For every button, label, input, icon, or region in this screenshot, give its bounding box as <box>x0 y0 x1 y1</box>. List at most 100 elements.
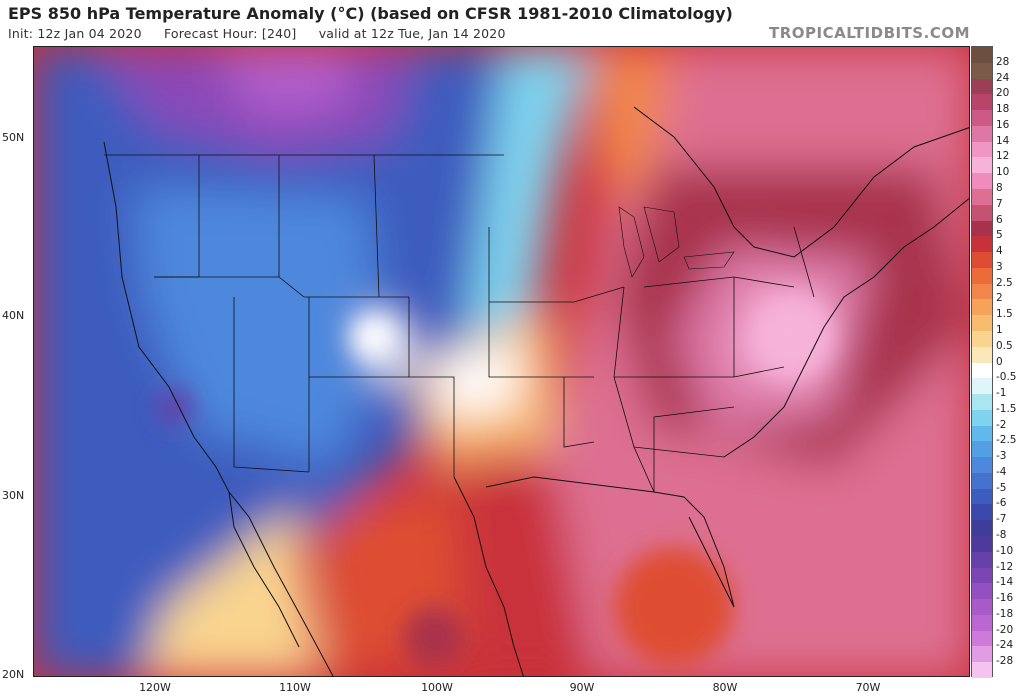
colorbar-swatch <box>972 425 992 442</box>
colorbar-tick-label: -24 <box>996 639 1014 652</box>
colorbar-tick-label: 2 <box>996 292 1003 305</box>
colorbar-swatch <box>972 299 992 316</box>
colorbar-tick-label: 0.5 <box>996 339 1013 352</box>
colorbar-swatch <box>972 457 992 474</box>
colorbar-swatch <box>972 583 992 600</box>
colorbar-swatch <box>972 236 992 253</box>
colorbar-swatch <box>972 488 992 505</box>
brand-watermark: TROPICALTIDBITS.COM <box>769 24 970 42</box>
lon-label: 90W <box>569 681 595 694</box>
colorbar-swatch <box>972 551 992 569</box>
colorbar-tick-label: 3 <box>996 260 1003 273</box>
field-detail <box>156 297 834 667</box>
colorbar-tick-label: -28 <box>996 655 1014 668</box>
colorbar-tick-label: 12 <box>996 150 1010 163</box>
colorbar-swatch <box>972 394 992 411</box>
colorbar-swatch <box>972 378 992 395</box>
colorbar-swatch <box>972 646 992 663</box>
lakes <box>618 206 735 278</box>
anomaly-field <box>34 47 969 676</box>
colorbar-swatch <box>972 94 992 111</box>
lat-label: 50N <box>2 131 25 144</box>
colorbar-tick-label: -7 <box>996 513 1007 526</box>
colorbar-tick-label: -3 <box>996 450 1007 463</box>
colorbar-tick-label: -2.5 <box>996 434 1017 447</box>
colorbar-tick-label: -5 <box>996 481 1007 494</box>
lon-label: 70W <box>855 681 881 694</box>
colorbar-swatch <box>972 614 992 632</box>
colorbar-swatch <box>972 630 992 647</box>
colorbar-swatch <box>972 141 992 158</box>
forecast-hour: Forecast Hour: [240] <box>163 26 297 41</box>
colorbar-swatch <box>972 78 992 95</box>
colorbar-tick-label: 1 <box>996 323 1003 336</box>
colorbar-tick-label: 0 <box>996 355 1003 368</box>
colorbar-tick-label: 8 <box>996 181 1003 194</box>
colorbar-tick-label: -4 <box>996 465 1007 478</box>
colorbar-swatch <box>972 125 992 143</box>
colorbar-swatch <box>972 62 992 80</box>
colorbar-tick-label: -1.5 <box>996 402 1017 415</box>
colorbar-swatch <box>972 220 992 237</box>
colorbar-tick-label: -2 <box>996 418 1007 431</box>
colorbar-tick-label: 5 <box>996 229 1003 242</box>
colorbar-tick-label: -8 <box>996 529 1007 542</box>
colorbar-swatch <box>972 188 992 206</box>
colorbar-tick-label: 16 <box>996 118 1010 131</box>
colorbar-tick-label: -20 <box>996 623 1014 636</box>
lon-label: 100W <box>421 681 453 694</box>
colorbar-tick-label: 24 <box>996 71 1010 84</box>
colorbar-swatch <box>972 567 992 584</box>
colorbar-swatch <box>972 252 992 269</box>
colorbar-swatch <box>972 330 992 348</box>
colorbar-swatch <box>972 173 992 190</box>
anomaly-map[interactable] <box>33 46 970 677</box>
field-shading <box>34 47 969 676</box>
colorbar-tick-label: -1 <box>996 387 1007 400</box>
colorbar-tick-label: 1.5 <box>996 308 1013 321</box>
colorbar-swatch <box>972 362 992 379</box>
colorbar-tick-label: -18 <box>996 607 1014 620</box>
state-borders <box>104 154 815 493</box>
colorbar-swatch <box>972 47 992 63</box>
colorbar-swatch <box>972 346 992 363</box>
colorbar-tick-label: 2.5 <box>996 276 1013 289</box>
colorbar-tick-label: 10 <box>996 166 1010 179</box>
colorbar-swatch <box>972 267 992 285</box>
colorbar-tick-label: -14 <box>996 576 1014 589</box>
colorbar-swatch <box>972 520 992 537</box>
colorbar-swatch <box>972 662 992 679</box>
colorbar-tick-label: 4 <box>996 245 1003 258</box>
colorbar-tick-label: -12 <box>996 560 1014 573</box>
lon-label: 110W <box>279 681 311 694</box>
colorbar-tick-label: 18 <box>996 103 1010 116</box>
colorbar-swatch <box>972 157 992 174</box>
colorbar-swatch <box>972 283 992 300</box>
colorbar-tick-label: -16 <box>996 592 1014 605</box>
lat-label: 20N <box>2 668 25 681</box>
colorbar-swatch <box>972 472 992 490</box>
init-time: Init: 12z Jan 04 2020 <box>8 26 142 41</box>
colorbar-swatch <box>972 409 992 427</box>
lon-label: 80W <box>712 681 738 694</box>
lon-label: 120W <box>139 681 171 694</box>
lat-label: 30N <box>2 489 25 502</box>
colorbar <box>971 46 993 679</box>
coastlines <box>103 106 969 676</box>
colorbar-tick-label: -10 <box>996 544 1014 557</box>
map-title: EPS 850 hPa Temperature Anomaly (°C) (ba… <box>8 4 733 23</box>
colorbar-swatch <box>972 599 992 616</box>
colorbar-tick-label: 20 <box>996 87 1010 100</box>
colorbar-swatch <box>972 204 992 222</box>
lat-label: 40N <box>2 309 25 322</box>
colorbar-swatch <box>972 441 992 458</box>
colorbar-swatch <box>972 536 992 553</box>
colorbar-tick-label: -0.5 <box>996 371 1017 384</box>
valid-time: valid at 12z Tue, Jan 14 2020 <box>318 26 506 41</box>
colorbar-swatch <box>972 315 992 332</box>
colorbar-tick-label: 28 <box>996 55 1010 68</box>
map-subtitle: Init: 12z Jan 04 2020 Forecast Hour: [24… <box>8 26 524 41</box>
colorbar-swatch <box>972 504 992 521</box>
colorbar-tick-label: -6 <box>996 497 1007 510</box>
colorbar-swatch <box>972 110 992 127</box>
